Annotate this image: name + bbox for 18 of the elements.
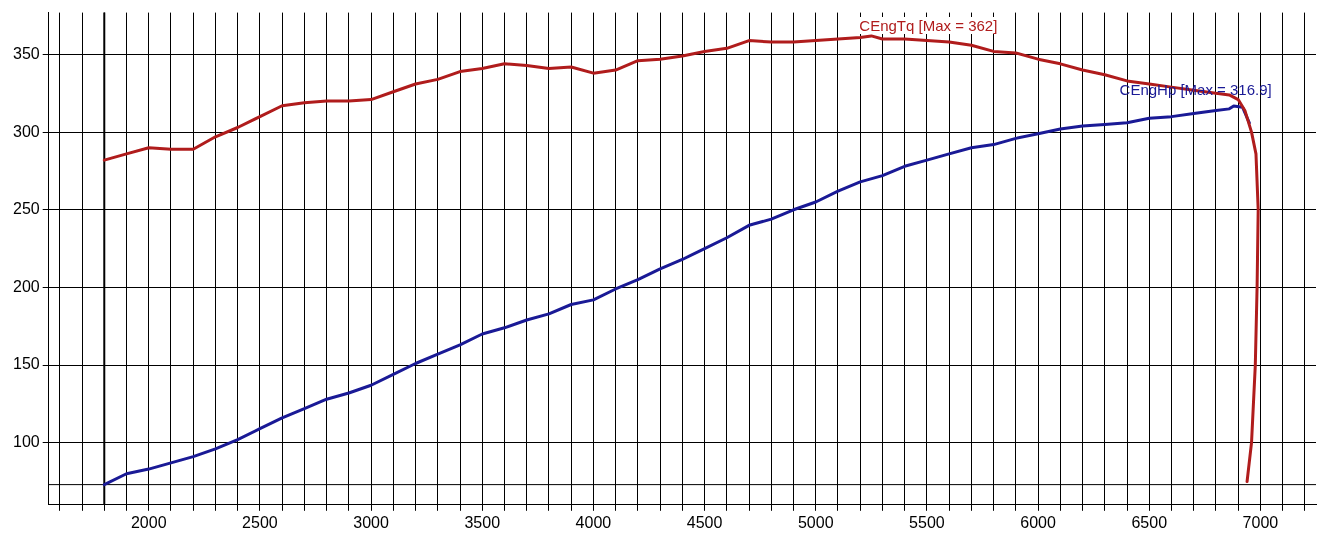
x-tick-label: 7000: [1242, 513, 1279, 531]
x-tick-label: 5500: [909, 513, 945, 531]
y-tick-label: 200: [12, 277, 40, 295]
y-tick-label: 100: [12, 433, 40, 451]
y-tick-label: 300: [12, 122, 40, 140]
x-tick-label: 4500: [686, 513, 723, 531]
x-tick-label: 6500: [1131, 513, 1168, 531]
x-tick-label: 3500: [464, 513, 501, 531]
y-tick-label: 250: [12, 200, 40, 218]
y-tick-label: 150: [12, 355, 40, 373]
x-tick-label: 2000: [130, 513, 167, 531]
x-tick-label: 2500: [242, 513, 278, 531]
y-tick-label: 350: [12, 44, 40, 62]
x-tick-label: 3000: [353, 513, 389, 531]
x-tick-label: 5000: [797, 513, 834, 531]
x-tick-label: 6000: [1020, 513, 1056, 531]
annotation: CEngTq [Max = 362]: [859, 16, 998, 34]
x-tick-label: 4000: [575, 513, 612, 531]
